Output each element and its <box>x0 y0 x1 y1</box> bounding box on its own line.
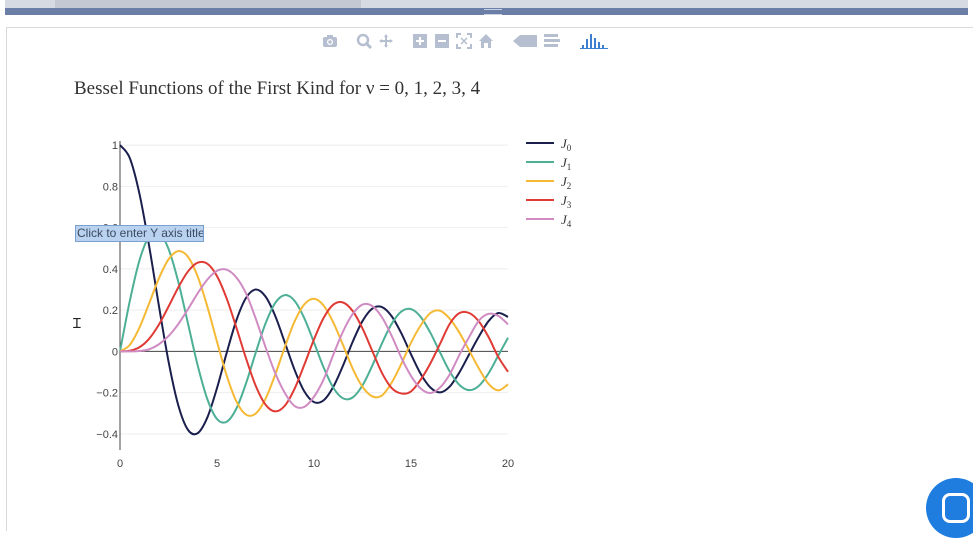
camera-icon[interactable] <box>322 33 338 49</box>
y-tick-label: 0.4 <box>103 264 118 276</box>
x-tick-label: 20 <box>502 458 514 470</box>
x-tick-label: 15 <box>405 458 417 470</box>
plot-panel <box>6 27 973 531</box>
plotly-logo-icon[interactable] <box>580 33 608 49</box>
y-tick-label: −0.4 <box>96 429 118 441</box>
chart-title: Bessel Functions of the First Kind for ν… <box>74 78 481 99</box>
y-tick-label: 0.8 <box>103 181 118 193</box>
resize-grip-icon[interactable] <box>484 9 502 15</box>
y-tick-label: 0.2 <box>103 305 118 317</box>
legend: J0 J1 J2 J3 J4 <box>526 136 572 229</box>
legend-label[interactable]: J4 <box>561 212 572 229</box>
home-icon[interactable] <box>478 33 494 49</box>
series-line-J2 <box>119 250 509 417</box>
chat-button[interactable] <box>926 478 973 538</box>
x-tick-label: 0 <box>117 458 123 470</box>
series-line-J0 <box>119 144 509 436</box>
autoscale-icon[interactable] <box>456 33 472 49</box>
legend-label[interactable]: J2 <box>561 174 571 191</box>
legend-label[interactable]: J3 <box>561 193 572 210</box>
zoom-icon[interactable] <box>356 33 372 49</box>
window-top-strip <box>0 0 973 16</box>
tab-bar <box>5 0 968 8</box>
x-tick-label: 5 <box>214 458 220 470</box>
hover-compare-icon[interactable] <box>544 33 560 49</box>
toolbar-divider <box>5 8 968 15</box>
y-axis-title-input[interactable]: Click to enter Y axis title <box>75 225 204 242</box>
x-tick-label: 10 <box>308 458 320 470</box>
modebar <box>322 32 608 50</box>
series-group <box>119 144 509 436</box>
series-line-J1 <box>119 230 509 424</box>
pan-icon[interactable] <box>378 33 394 49</box>
active-tab[interactable] <box>55 0 361 8</box>
legend-label[interactable]: J0 <box>561 136 572 153</box>
y-tick-label: −0.2 <box>96 388 118 400</box>
y-tick-label: 1 <box>112 140 118 152</box>
series-line-J3 <box>119 260 509 413</box>
zoom-out-icon[interactable] <box>434 33 450 49</box>
chat-icon <box>942 493 970 523</box>
zoom-in-icon[interactable] <box>412 33 428 49</box>
hover-closest-icon[interactable] <box>512 33 538 49</box>
series-line-J4 <box>119 268 509 409</box>
text-cursor-icon: Ɪ <box>73 316 81 332</box>
legend-label[interactable]: J1 <box>561 155 571 172</box>
y-tick-label: 0 <box>112 346 118 358</box>
